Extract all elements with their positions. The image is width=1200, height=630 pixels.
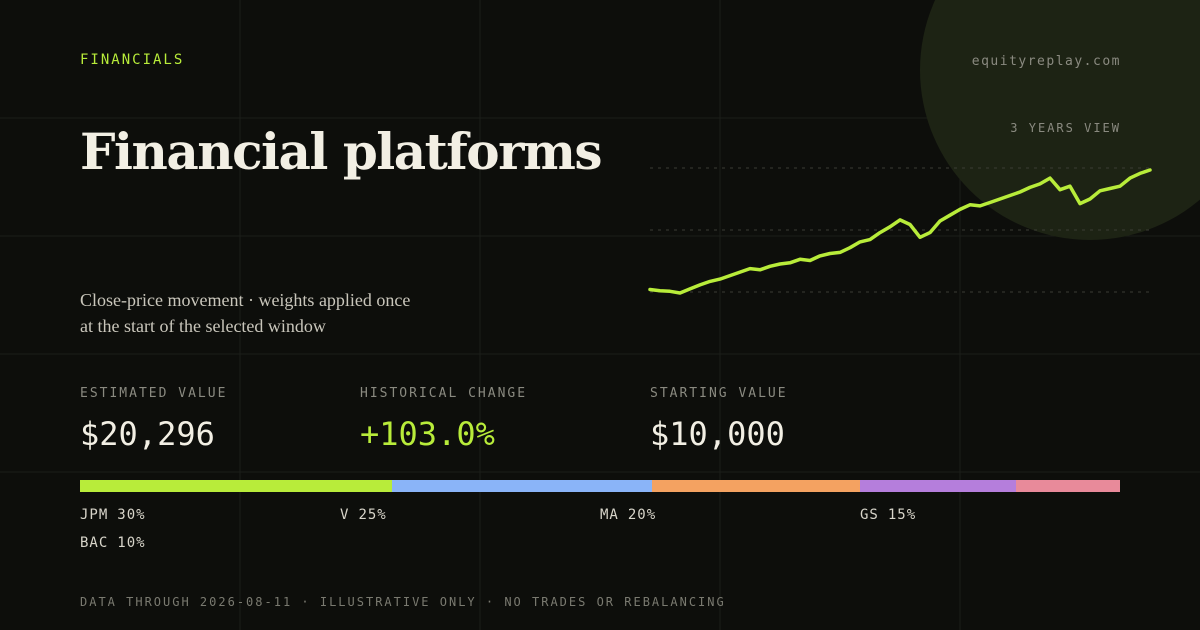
allocation-segment — [860, 480, 1016, 492]
chart-label: 3 YEARS VIEW — [1010, 121, 1121, 135]
weight: 30% — [117, 507, 146, 523]
allocation-segment — [80, 480, 392, 492]
ticker: JPM — [80, 507, 109, 523]
title: Financial platforms — [80, 122, 603, 181]
allocation-item: MA 20% — [600, 507, 656, 523]
stat-label: HISTORICAL CHANGE — [360, 386, 528, 401]
allocation-bar — [80, 480, 1120, 492]
ticker: V — [340, 507, 350, 523]
allocation-segment — [652, 480, 860, 492]
stat: STARTING VALUE $10,000 — [650, 386, 788, 453]
stat-value: +103.0% — [360, 415, 495, 453]
stat-value: $20,296 — [80, 415, 215, 453]
weight: 10% — [117, 535, 146, 551]
sparkline — [648, 168, 1152, 295]
allocation-segment — [1016, 480, 1120, 492]
ticker: MA — [600, 507, 619, 523]
allocation-item: BAC 10% — [80, 535, 146, 551]
stat-value: $10,000 — [650, 415, 785, 453]
site: equityreplay.com — [971, 54, 1121, 69]
ticker: GS — [860, 507, 879, 523]
stat-label: ESTIMATED VALUE — [80, 386, 228, 401]
subtitle-line: Close-price movement · weights applied o… — [80, 290, 411, 310]
subtitle: Close-price movement · weights applied o… — [80, 287, 410, 339]
stat-label: STARTING VALUE — [650, 386, 788, 401]
stat: ESTIMATED VALUE $20,296 — [80, 386, 227, 453]
kicker: FINANCIALS — [80, 52, 185, 68]
footer: DATA THROUGH 2026-08-11 · ILLUSTRATIVE O… — [80, 595, 726, 609]
allocation-item: GS 15% — [860, 507, 916, 523]
subtitle-line: at the start of the selected window — [80, 316, 326, 336]
weight: 15% — [887, 507, 917, 523]
weight: 25% — [358, 507, 387, 523]
allocation-item: V 25% — [340, 507, 387, 523]
allocation-item: JPM 30% — [80, 507, 146, 523]
ticker: BAC — [80, 535, 109, 551]
weight: 20% — [627, 507, 657, 523]
allocation-segment — [392, 480, 652, 492]
stat: HISTORICAL CHANGE +103.0% — [360, 386, 527, 453]
